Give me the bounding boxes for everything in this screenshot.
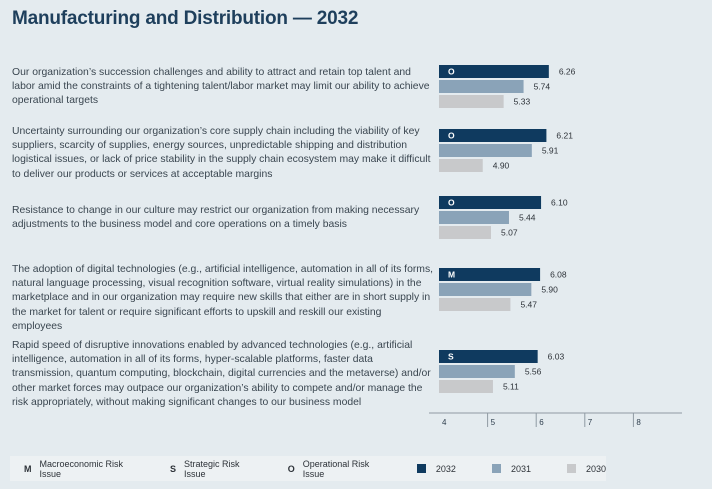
bar-value-label: 5.74 [534, 82, 551, 92]
bar-2031 [439, 144, 532, 157]
legend-label: Operational Risk Issue [302, 458, 370, 479]
category-letter: O [448, 198, 455, 208]
bar-chart: 6.26O5.745.336.21O5.914.906.10O5.445.076… [429, 65, 682, 427]
risk-item-text: Uncertainty surrounding our organization… [12, 126, 431, 180]
bar-2032 [439, 129, 547, 142]
legend-item-macroeconomic: M Macroeconomic Risk Issue [24, 459, 142, 479]
bar-group: 6.21 O 5.91 4.90 [439, 129, 573, 172]
category-letter: S [448, 352, 454, 362]
x-tick-label: 4 [442, 418, 447, 427]
legend-letter: O [287, 463, 295, 474]
legend-letter: M [24, 463, 32, 474]
bar-value-label: 5.33 [514, 97, 531, 107]
bar-group: 6.10 O 5.445.07 [439, 196, 568, 239]
page-title: Manufacturing and Distribution — 2032 [12, 8, 359, 29]
x-tick-label: 6 [539, 418, 544, 427]
legend-label: Macroeconomic Risk Issue [39, 458, 124, 479]
bar-2031 [439, 211, 509, 224]
risk-item-text: Resistance to change in our culture may … [12, 205, 420, 231]
legend-item-2030: 2030 [566, 463, 606, 474]
bar-value-label: 6.10 [551, 198, 568, 208]
legend: M Macroeconomic Risk Issue S Strategic R… [10, 456, 606, 481]
legend-label: Strategic Risk Issue [184, 458, 240, 479]
bar-2030 [439, 95, 504, 108]
bar-2031 [439, 365, 515, 378]
bar-value-label: 5.56 [525, 367, 542, 377]
category-letter: O [448, 131, 455, 141]
bar-2030 [439, 159, 483, 172]
legend-label: 2032 [435, 463, 456, 474]
bar-group: 6.08 M 5.90 5.47 [439, 268, 567, 311]
legend-item-2031: 2031 [491, 463, 531, 474]
bar-2030 [439, 298, 511, 311]
bar-value-label: 6.26 [559, 67, 576, 77]
bar-2032 [439, 65, 549, 78]
legend-swatch-2030 [566, 464, 576, 473]
bar-value-label: 5.11 [503, 382, 519, 392]
legend-item-2032: 2032 [416, 463, 456, 474]
category-letter: O [448, 67, 455, 77]
legend-swatch-2031 [491, 464, 501, 473]
x-tick-label: 5 [491, 418, 496, 427]
legend-item-operational: O Operational Risk Issue [288, 459, 389, 479]
x-tick-label: 7 [588, 418, 593, 427]
bar-value-label: 4.90 [493, 161, 510, 171]
bar-value-label: 6.08 [550, 270, 567, 280]
bar-value-label: 5.90 [541, 285, 558, 295]
bar-2032 [439, 268, 541, 281]
bar-group: 6.03 S 5.56 5.11 [439, 350, 564, 393]
bar-group: 6.26 O 5.745.33 [439, 65, 576, 108]
bar-value-label: 6.03 [548, 352, 565, 362]
risk-item-text: The adoption of digital technologies (e.… [12, 264, 434, 332]
legend-item-strategic: S Strategic Risk Issue [170, 459, 260, 479]
bar-2030 [439, 380, 493, 393]
bar-value-label: 5.44 [519, 213, 536, 223]
bar-2031 [439, 80, 524, 93]
bar-value-label: 6.21 [556, 131, 573, 141]
risk-item-text: Rapid speed of disruptive innovations en… [12, 340, 431, 408]
risk-item-text: Our organization’s succession challenges… [12, 67, 430, 107]
legend-label: 2031 [510, 463, 531, 474]
bar-value-label: 5.91 [542, 146, 559, 156]
x-tick-label: 8 [636, 418, 641, 427]
bar-2032 [439, 196, 542, 209]
category-letter: M [448, 270, 455, 280]
bar-value-label: 5.47 [520, 300, 537, 310]
bar-2030 [439, 226, 492, 239]
bar-2031 [439, 283, 532, 296]
bar-value-label: 5.07 [501, 228, 518, 238]
bar-2032 [439, 350, 538, 363]
legend-swatch-2032 [416, 464, 426, 473]
legend-letter: S [169, 463, 176, 474]
legend-label: 2030 [585, 463, 606, 474]
